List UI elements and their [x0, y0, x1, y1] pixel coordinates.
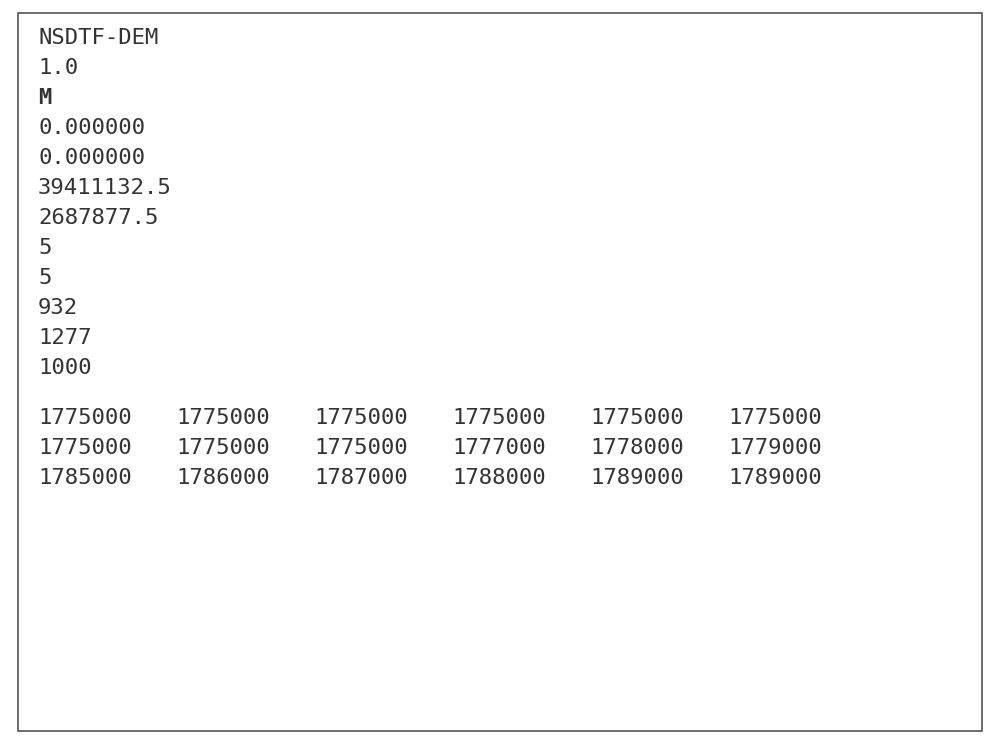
- Text: NSDTF-DEM: NSDTF-DEM: [38, 28, 158, 48]
- Text: 1775000: 1775000: [176, 438, 270, 458]
- Text: 1775000: 1775000: [590, 408, 684, 428]
- Text: 2687877.5: 2687877.5: [38, 208, 158, 228]
- Text: 5: 5: [38, 238, 51, 258]
- Text: 1789000: 1789000: [728, 468, 822, 488]
- Text: 932: 932: [38, 298, 78, 318]
- Text: 1788000: 1788000: [452, 468, 546, 488]
- Text: 1775000: 1775000: [38, 438, 132, 458]
- Text: 1786000: 1786000: [176, 468, 270, 488]
- Text: 1775000: 1775000: [452, 408, 546, 428]
- Text: 1775000: 1775000: [314, 408, 408, 428]
- Text: 1777000: 1777000: [452, 438, 546, 458]
- Text: 1779000: 1779000: [728, 438, 822, 458]
- Text: 5: 5: [38, 268, 51, 288]
- Text: M: M: [38, 88, 51, 108]
- Text: 1.0: 1.0: [38, 58, 78, 78]
- Text: 1775000: 1775000: [38, 408, 132, 428]
- Text: 1775000: 1775000: [728, 408, 822, 428]
- Text: 1775000: 1775000: [314, 438, 408, 458]
- Text: 1789000: 1789000: [590, 468, 684, 488]
- Text: 1785000: 1785000: [38, 468, 132, 488]
- Text: 1000: 1000: [38, 358, 92, 378]
- Text: 1778000: 1778000: [590, 438, 684, 458]
- Text: 1277: 1277: [38, 328, 92, 348]
- Text: 39411132.5: 39411132.5: [38, 178, 172, 198]
- Text: 1775000: 1775000: [176, 408, 270, 428]
- Text: 0.000000: 0.000000: [38, 118, 145, 138]
- Text: 0.000000: 0.000000: [38, 148, 145, 168]
- Text: 1787000: 1787000: [314, 468, 408, 488]
